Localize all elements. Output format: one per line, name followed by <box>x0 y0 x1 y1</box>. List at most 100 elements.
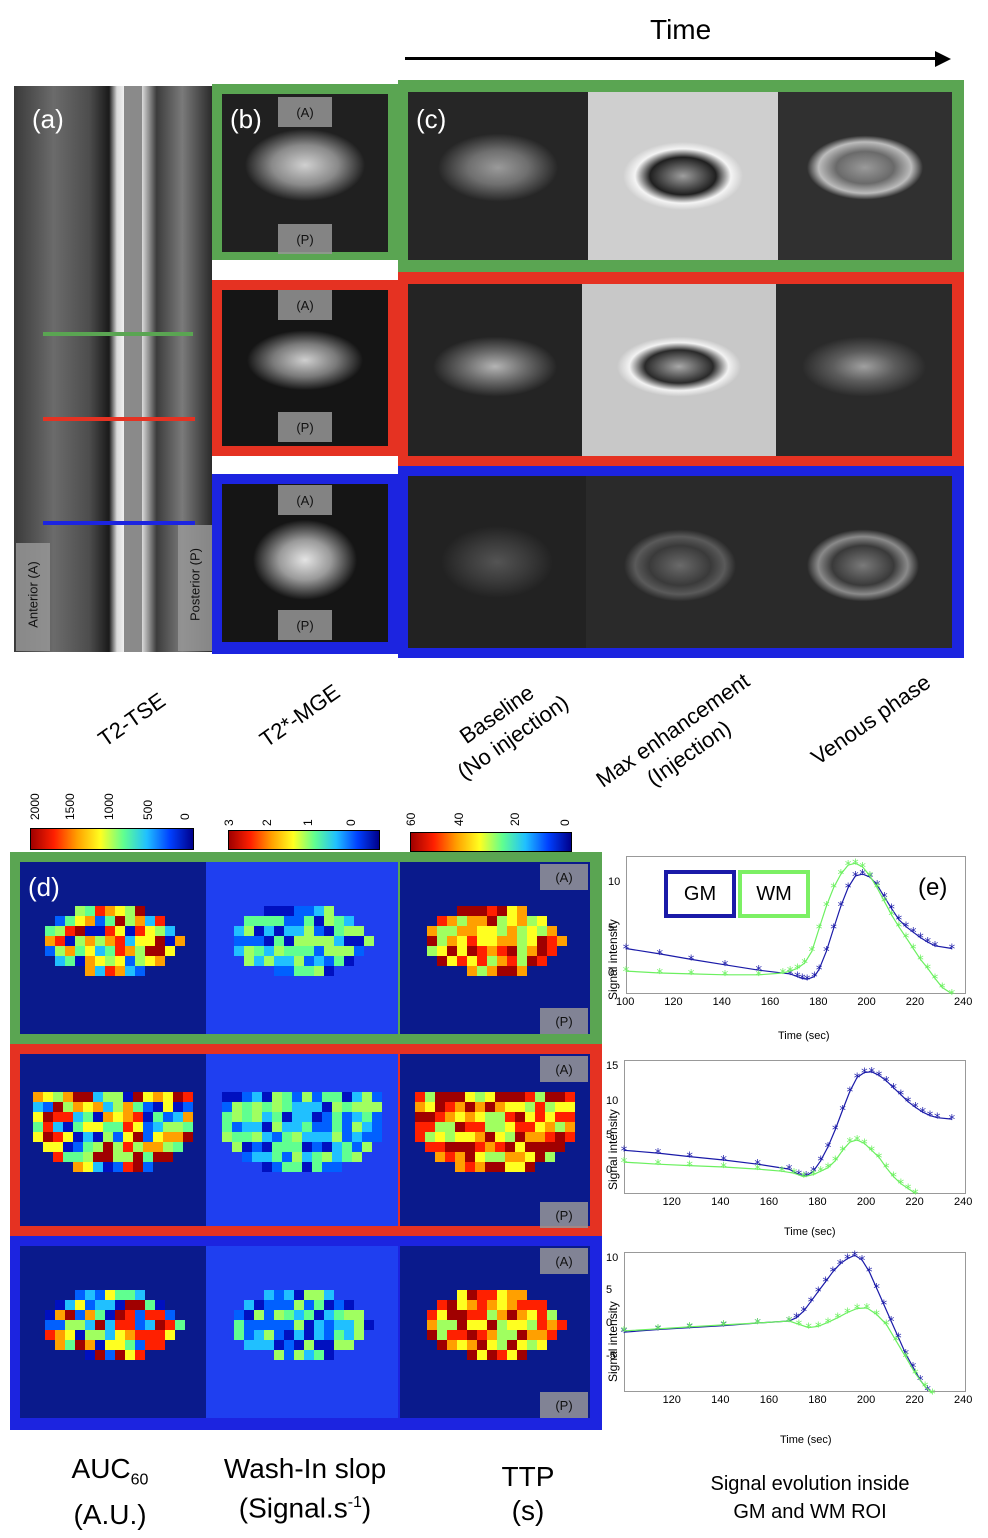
map-pixel <box>33 1102 43 1112</box>
map-pixel <box>475 1132 485 1142</box>
map-pixel <box>497 1310 507 1320</box>
map-pixel <box>515 1092 525 1102</box>
map-pixel <box>45 1330 55 1340</box>
map-pixel <box>565 1112 575 1122</box>
map-pixel <box>314 926 324 936</box>
map-pixel <box>537 1330 547 1340</box>
map-pixel <box>284 936 294 946</box>
map-pixel <box>535 1152 545 1162</box>
map-pixel <box>487 946 497 956</box>
map-pixel <box>302 1122 312 1132</box>
map-pixel <box>105 966 115 976</box>
map-pixel <box>324 956 334 966</box>
map-pixel <box>75 1300 85 1310</box>
map-pixel <box>314 1310 324 1320</box>
y-tick-label: 0 <box>606 1164 613 1177</box>
map-pixel <box>517 916 527 926</box>
map-pixel <box>352 1132 362 1142</box>
map-pixel <box>125 1330 135 1340</box>
map-pixel <box>234 946 244 956</box>
map-pixel <box>342 1152 352 1162</box>
map-pixel <box>95 916 105 926</box>
map-pixel <box>244 1310 254 1320</box>
map-pixel <box>272 1152 282 1162</box>
map-pixel <box>234 926 244 936</box>
map-pixel <box>302 1132 312 1142</box>
map-pixel <box>457 936 467 946</box>
map-pixel <box>487 966 497 976</box>
map-pixel <box>75 1330 85 1340</box>
map-pixel <box>264 1330 274 1340</box>
map-pixel <box>262 1112 272 1122</box>
map-pixel <box>302 1112 312 1122</box>
map-pixel <box>555 1122 565 1132</box>
map-pixel <box>232 1132 242 1142</box>
map-pixel <box>304 1310 314 1320</box>
map-pixel <box>294 936 304 946</box>
map-pixel <box>447 936 457 946</box>
map-pixel <box>312 1102 322 1112</box>
map-pixel <box>244 956 254 966</box>
map-pixel <box>477 1320 487 1330</box>
map-pixel <box>55 946 65 956</box>
map-pixel <box>123 1162 133 1172</box>
map-pixel <box>445 1152 455 1162</box>
map-pixel <box>497 966 507 976</box>
map-pixel <box>145 946 155 956</box>
map-pixel <box>123 1142 133 1152</box>
map-pixel <box>155 1340 165 1350</box>
map-pixel <box>284 1310 294 1320</box>
map-pixel <box>547 1310 557 1320</box>
map-pixel <box>292 1112 302 1122</box>
map-pixel <box>507 1350 517 1360</box>
map-pixel <box>497 926 507 936</box>
map-pixel <box>244 1330 254 1340</box>
map-pixel <box>535 1102 545 1112</box>
map-pixel <box>435 1092 445 1102</box>
map-pixel <box>487 926 497 936</box>
map-pixel <box>113 1122 123 1132</box>
x-tick-label: 140 <box>712 996 731 1008</box>
map-pixel <box>314 1350 324 1360</box>
map-pixel <box>485 1092 495 1102</box>
map-pixel <box>83 1092 93 1102</box>
map-pixel <box>334 946 344 956</box>
map-pixel <box>332 1132 342 1142</box>
map-pixel <box>115 1290 125 1300</box>
map-pixel <box>525 1122 535 1132</box>
map-pixel <box>465 1112 475 1122</box>
map-pixel <box>342 1102 352 1112</box>
map-pixel <box>65 916 75 926</box>
map-pixel <box>284 1320 294 1330</box>
map-pixel <box>65 956 75 966</box>
map-pixel <box>55 1300 65 1310</box>
map-pixel <box>314 1340 324 1350</box>
map-pixel <box>242 1132 252 1142</box>
map-pixel <box>93 1112 103 1122</box>
map-pixel <box>264 1310 274 1320</box>
map-pixel <box>135 956 145 966</box>
c-blue-venous <box>774 476 952 648</box>
map-pixel <box>65 936 75 946</box>
map-pixel <box>95 1310 105 1320</box>
map-pixel <box>324 1340 334 1350</box>
map-pixel <box>65 1340 75 1350</box>
map-pixel <box>173 1112 183 1122</box>
map-pixel <box>352 1152 362 1162</box>
map-pixel <box>55 1340 65 1350</box>
map-pixel <box>447 916 457 926</box>
map-pixel <box>115 916 125 926</box>
map-pixel <box>165 926 175 936</box>
map-pixel <box>304 916 314 926</box>
map-pixel <box>282 1152 292 1162</box>
map-pixel <box>143 1102 153 1112</box>
map-pixel <box>123 1102 133 1112</box>
b2-posterior-tag: (P) <box>278 412 332 442</box>
map-pixel <box>294 1300 304 1310</box>
map-pixel <box>517 1340 527 1350</box>
map-pixel <box>115 966 125 976</box>
map-pixel <box>467 936 477 946</box>
plot3-xlabel: Time (sec) <box>780 1434 832 1446</box>
map-pixel <box>485 1112 495 1122</box>
map-pixel <box>364 1320 374 1330</box>
